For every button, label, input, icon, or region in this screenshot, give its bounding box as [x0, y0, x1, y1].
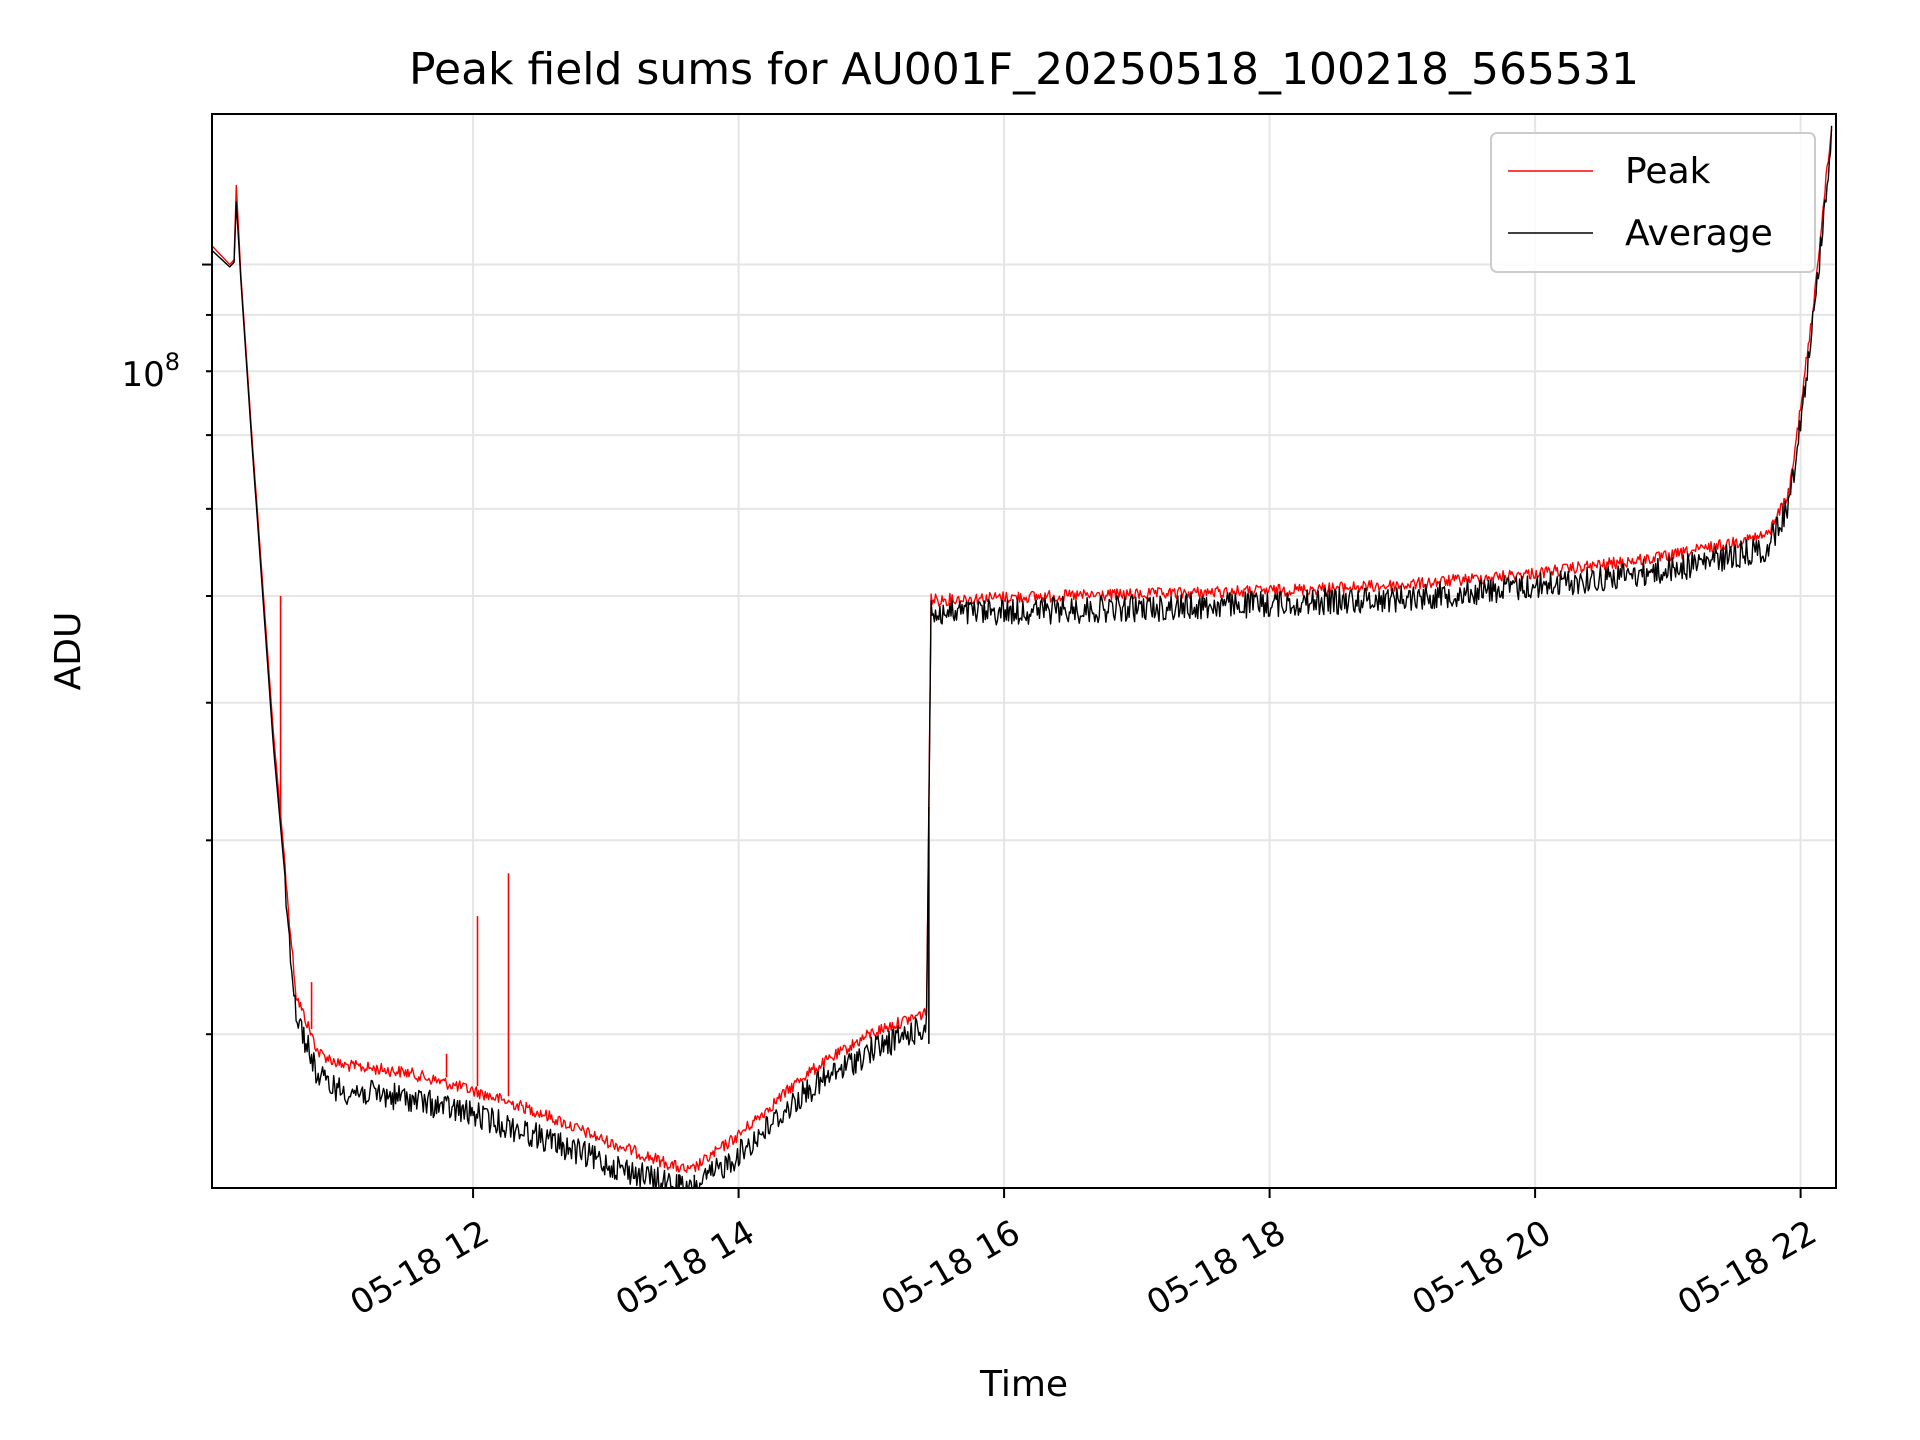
legend-label-average: Average — [1625, 213, 1773, 254]
y-tick-base: 10 — [121, 355, 164, 395]
plot-series — [212, 125, 1833, 1188]
plot-frame — [211, 113, 1837, 1189]
legend-box — [1490, 132, 1816, 273]
y-axis-ticks — [202, 263, 212, 1036]
legend-label-peak: Peak — [1625, 151, 1711, 192]
y-tick-label-1e8: 108 — [121, 348, 180, 395]
y-axis-label: ADU — [48, 612, 89, 691]
grid-lines — [212, 114, 1836, 1188]
y-tick-exponent: 8 — [165, 348, 180, 376]
legend: Peak Average — [1490, 132, 1816, 273]
chart-title: Peak field sums for AU001F_20250518_1002… — [409, 44, 1639, 95]
series-line-average — [212, 125, 1833, 1188]
x-axis-label: Time — [979, 1364, 1068, 1405]
series-line-peak — [212, 129, 1833, 1173]
